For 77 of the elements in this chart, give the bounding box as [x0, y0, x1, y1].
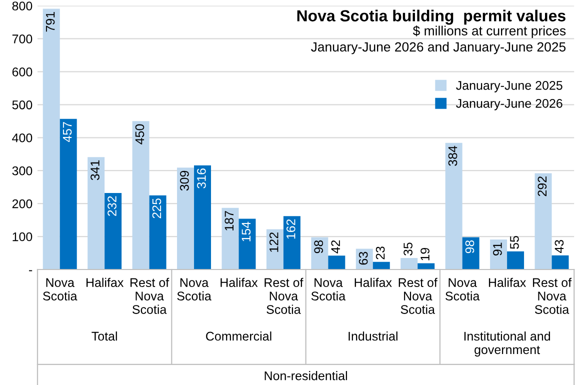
- bar: [418, 263, 435, 270]
- bar: [42, 8, 60, 270]
- bar: [445, 142, 462, 270]
- data-label: 98: [465, 240, 474, 254]
- y-tick-label: 300: [12, 166, 32, 176]
- bar: [400, 258, 418, 270]
- x-tick-label: Halifax: [220, 278, 258, 288]
- data-label: 43: [554, 240, 564, 254]
- bar: [311, 237, 328, 270]
- chart-title: Nova Scotia building permit values: [297, 10, 566, 25]
- data-label: 292: [538, 176, 547, 196]
- bar: [238, 218, 256, 270]
- bar: [88, 157, 105, 270]
- x-tick-label: Halifax: [86, 278, 124, 288]
- data-label: 316: [197, 168, 206, 188]
- bar: [507, 251, 524, 270]
- bar: [462, 237, 480, 270]
- x-tick-label: Rest of Nova Scotia: [264, 278, 304, 314]
- data-label: 341: [90, 160, 100, 180]
- bar: [222, 208, 239, 270]
- data-label: 232: [108, 196, 116, 216]
- data-label: 187: [224, 211, 234, 230]
- data-label: 225: [152, 198, 162, 218]
- bar: [372, 262, 390, 270]
- x-tick-label: Rest of Nova Scotia: [398, 278, 438, 314]
- text: $ millions at current prices January-June 2026 and January-June 2025: [311, 26, 566, 54]
- data-label: 384: [448, 146, 458, 166]
- data-label: 122: [269, 232, 278, 252]
- text: Industrial: [348, 331, 398, 341]
- x-tick-label: Halifax: [354, 278, 392, 288]
- x-tick-label: Nova Scotia: [177, 278, 212, 300]
- data-label: 55: [510, 236, 519, 249]
- y-tick-label: 400: [12, 133, 32, 142]
- bar: [194, 165, 212, 270]
- bar: [177, 168, 194, 270]
- data-label: 309: [180, 170, 189, 191]
- bar: [490, 240, 508, 270]
- bar: [266, 229, 284, 270]
- bar: [132, 121, 150, 270]
- data-label: 450: [135, 124, 144, 144]
- data-label: 98: [314, 240, 324, 254]
- bar: [104, 193, 122, 270]
- y-tick-label: 500: [12, 100, 32, 110]
- y-tick-label: 200: [12, 199, 32, 208]
- x-tick-label: Halifax: [488, 278, 526, 288]
- y-tick-label: 600: [12, 68, 32, 76]
- data-label: 63: [358, 252, 368, 265]
- x-tick-label: Nova Scotia: [446, 278, 480, 300]
- x-tick-label: Rest of Nova Scotia: [130, 278, 170, 314]
- text: Commercial: [206, 331, 272, 341]
- y-tick-label: 700: [12, 34, 32, 44]
- data-label: 42: [331, 240, 340, 254]
- data-label: 457: [62, 122, 72, 142]
- legend-label: January-June 2025: [456, 80, 562, 92]
- bar: [283, 216, 300, 270]
- bar: [60, 118, 77, 270]
- bar: [149, 195, 166, 270]
- bar: [328, 256, 346, 270]
- bar: [552, 255, 569, 270]
- y-tick-label: -: [29, 270, 32, 272]
- data-label: 91: [493, 242, 502, 256]
- data-label: 154: [242, 222, 251, 242]
- x-tick-label: Rest of Nova Scotia: [532, 278, 572, 314]
- text: Total: [92, 331, 117, 341]
- text: Non-residential: [264, 371, 348, 380]
- data-label: 35: [404, 242, 412, 256]
- legend-label: January-June 2026: [456, 98, 562, 110]
- x-tick-label: Nova Scotia: [43, 278, 78, 300]
- data-label: 23: [376, 246, 385, 260]
- y-tick-label: 800: [12, 2, 32, 10]
- x-tick-label: Nova Scotia: [311, 278, 346, 300]
- y-tick-label: 100: [12, 232, 32, 242]
- text: Institutional and government: [464, 331, 550, 357]
- data-label: 162: [286, 219, 296, 239]
- data-label: 791: [46, 12, 55, 32]
- data-label: 19: [420, 248, 430, 260]
- bar: [534, 173, 552, 270]
